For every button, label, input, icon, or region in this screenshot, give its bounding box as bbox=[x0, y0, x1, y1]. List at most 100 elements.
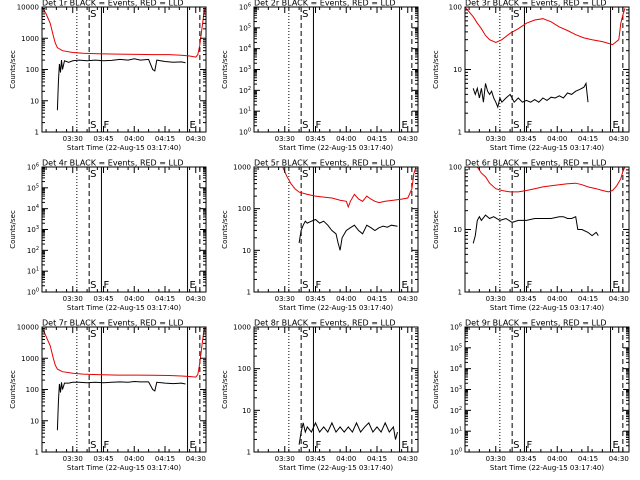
y-tick-label: 100 bbox=[26, 66, 39, 74]
y-tick-label: 10000 bbox=[17, 4, 39, 12]
plot-frame bbox=[41, 6, 207, 133]
lld-series-line bbox=[42, 7, 206, 58]
x-tick-label: 03:45 bbox=[305, 135, 325, 143]
events-series-line bbox=[472, 214, 599, 244]
y-tick-label: 100 bbox=[449, 164, 462, 172]
marker-label: F bbox=[526, 120, 532, 131]
marker-label: S bbox=[90, 440, 96, 451]
marker-label: F bbox=[526, 440, 532, 451]
x-tick-label: 04:00 bbox=[547, 295, 567, 303]
x-axis-label: Start Time (22-Aug-15 03:17:40) bbox=[279, 304, 393, 312]
y-tick-label: 1000 bbox=[21, 355, 39, 363]
marker-label: F bbox=[315, 440, 321, 451]
marker-label: S bbox=[90, 280, 96, 291]
x-tick-label: 04:30 bbox=[609, 295, 629, 303]
x-tick-label: 03:30 bbox=[486, 295, 506, 303]
x-tick-label: 04:15 bbox=[578, 455, 598, 463]
x-tick-label: 03:45 bbox=[93, 135, 113, 143]
marker-label: S bbox=[513, 9, 519, 20]
panel-title: Det 5r BLACK = Events, RED = LLD bbox=[254, 159, 396, 168]
x-axis-label: Start Time (22-Aug-15 03:17:40) bbox=[490, 144, 604, 152]
y-tick-label: 104 bbox=[27, 204, 39, 213]
marker-label: S bbox=[302, 169, 308, 180]
y-tick-label: 1 bbox=[458, 289, 462, 297]
x-tick-label: 04:15 bbox=[367, 135, 387, 143]
y-tick-label: 10 bbox=[30, 417, 39, 425]
x-axis-label: Start Time (22-Aug-15 03:17:40) bbox=[490, 464, 604, 472]
y-tick-label: 1 bbox=[458, 129, 462, 137]
y-tick-label: 102 bbox=[27, 246, 39, 255]
marker-label: S bbox=[302, 9, 308, 20]
y-tick-label: 102 bbox=[239, 86, 251, 95]
y-axis-label: Counts/sec bbox=[432, 210, 440, 249]
plot-area bbox=[288, 327, 413, 452]
x-tick-label: 03:30 bbox=[486, 455, 506, 463]
marker-label: S bbox=[90, 120, 96, 131]
marker-label: S bbox=[302, 440, 308, 451]
x-tick-label: 04:15 bbox=[155, 295, 175, 303]
plot-area bbox=[472, 167, 626, 292]
y-tick-label: 1 bbox=[247, 449, 251, 457]
plot-area bbox=[288, 7, 413, 132]
y-axis-label: Counts/sec bbox=[221, 50, 229, 89]
marker-label: S bbox=[90, 329, 96, 340]
marker-label: F bbox=[315, 280, 321, 291]
y-tick-label: 103 bbox=[27, 225, 39, 234]
plot-frame bbox=[41, 166, 207, 293]
marker-label: S bbox=[302, 280, 308, 291]
y-axis-label: Counts/sec bbox=[9, 50, 17, 89]
y-tick-label: 100 bbox=[449, 4, 462, 12]
marker-label: F bbox=[315, 120, 321, 131]
y-axis-label: Counts/sec bbox=[432, 370, 440, 409]
x-tick-label: 04:00 bbox=[547, 135, 567, 143]
marker-label: S bbox=[513, 120, 519, 131]
plot-frame bbox=[253, 6, 419, 133]
y-tick-label: 1 bbox=[35, 129, 39, 137]
x-tick-label: 04:30 bbox=[398, 135, 418, 143]
events-series-line bbox=[56, 380, 186, 431]
x-tick-label: 04:15 bbox=[578, 135, 598, 143]
x-tick-label: 04:15 bbox=[155, 455, 175, 463]
x-tick-label: 03:30 bbox=[275, 295, 295, 303]
y-tick-label: 1000 bbox=[233, 164, 251, 172]
events-series-line bbox=[298, 421, 398, 445]
marker-label: E bbox=[402, 440, 408, 451]
x-tick-label: 03:30 bbox=[275, 135, 295, 143]
x-tick-label: 03:45 bbox=[93, 295, 113, 303]
y-axis-label: Counts/sec bbox=[432, 50, 440, 89]
plot-frame bbox=[41, 326, 207, 453]
x-tick-label: 03:30 bbox=[63, 135, 83, 143]
x-axis-label: Start Time (22-Aug-15 03:17:40) bbox=[67, 304, 181, 312]
marker-label: S bbox=[513, 440, 519, 451]
x-tick-label: 04:00 bbox=[336, 455, 356, 463]
x-tick-label: 03:45 bbox=[516, 135, 536, 143]
x-tick-label: 04:00 bbox=[124, 295, 144, 303]
panel-title: Det 7r BLACK = Events, RED = LLD bbox=[42, 319, 184, 328]
y-tick-label: 1 bbox=[35, 449, 39, 457]
y-axis-label: Counts/sec bbox=[9, 370, 17, 409]
y-tick-label: 106 bbox=[450, 323, 462, 332]
y-tick-label: 102 bbox=[450, 406, 462, 415]
marker-label: E bbox=[402, 120, 408, 131]
y-tick-label: 10 bbox=[242, 407, 251, 415]
y-tick-label: 10 bbox=[242, 247, 251, 255]
x-tick-label: 03:45 bbox=[516, 455, 536, 463]
marker-label: S bbox=[513, 329, 519, 340]
plot-area bbox=[499, 327, 624, 452]
marker-label: E bbox=[613, 120, 619, 131]
y-axis-label: Counts/sec bbox=[221, 210, 229, 249]
x-tick-label: 03:30 bbox=[486, 135, 506, 143]
marker-label: E bbox=[190, 280, 196, 291]
panel-title: Det 3r BLACK = Events, RED = LLD bbox=[465, 0, 607, 8]
y-tick-label: 106 bbox=[27, 163, 39, 172]
plot-area bbox=[42, 327, 206, 452]
y-tick-label: 105 bbox=[27, 183, 39, 192]
